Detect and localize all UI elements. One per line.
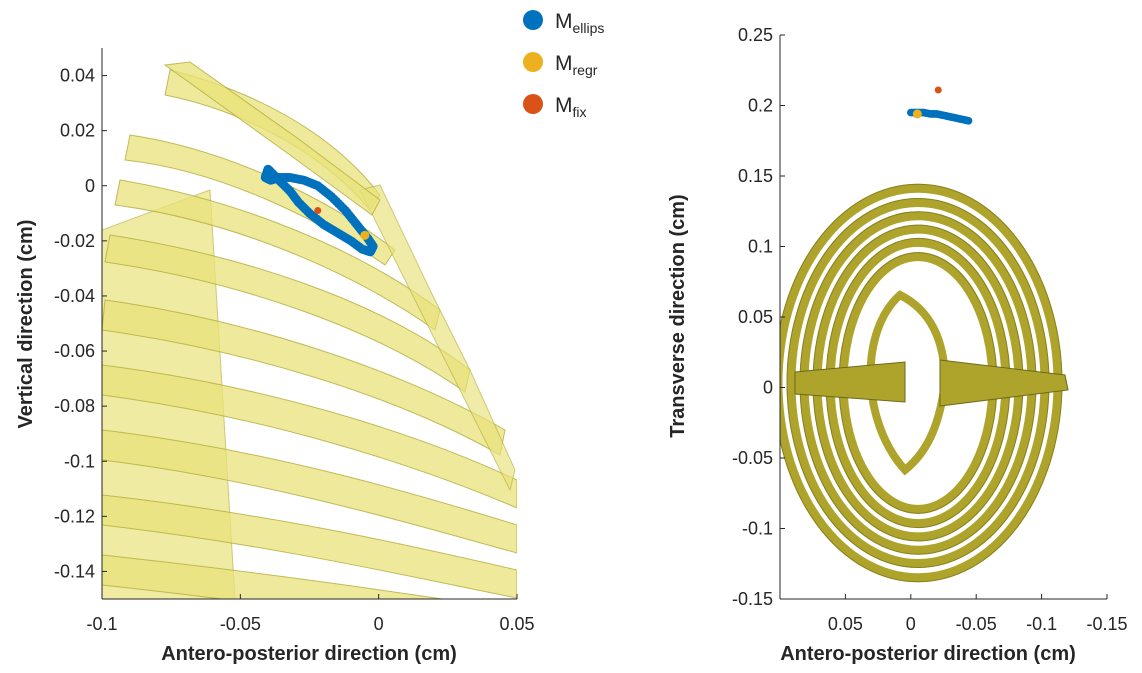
left-plot-marks <box>260 164 378 257</box>
point-regr <box>360 230 370 240</box>
left-y-tick-label: -0.14 <box>54 561 95 581</box>
right-x-tick-label: 0 <box>906 614 916 634</box>
left-y-tick-label: 0.02 <box>60 121 95 141</box>
left-y-tick-label: 0.04 <box>60 66 95 86</box>
legend-marker-fix <box>523 94 543 114</box>
right-plot-marks <box>907 86 973 125</box>
spine-top-view <box>939 359 1069 407</box>
right-y-tick-label: 0.15 <box>738 166 773 186</box>
right-y-axis-label: Transverse direction (cm) <box>667 194 689 437</box>
left-axes: -0.1 -0.05 0 0.05 0.04 0.02 0 -0.02 -0.04 -0.06 -0… <box>54 48 535 634</box>
legend-label-ellips: Mellips <box>555 10 604 36</box>
right-y-tick-label: 0.25 <box>738 25 773 45</box>
left-x-tick-label: -0.1 <box>86 614 117 634</box>
right-axes: 0.05 0 -0.05 -0.1 -0.15 0.25 0.2 0.15 0.1 0.05 0 -0… <box>732 25 1128 634</box>
left-y-tick-label: -0.08 <box>54 396 95 416</box>
point-fix <box>934 86 942 94</box>
inner-rib-shape <box>866 290 950 476</box>
left-x-axis-label: Antero-posterior direction (cm) <box>161 643 457 665</box>
left-x-tick-label: 0.05 <box>499 614 534 634</box>
legend-marker-regr <box>523 52 543 72</box>
point-ellips <box>964 116 973 125</box>
sternum-shape <box>359 184 516 492</box>
clavicle-shape <box>163 61 381 216</box>
left-x-tick-label: 0 <box>374 614 384 634</box>
right-panel: 0.05 0 -0.05 -0.1 -0.15 0.25 0.2 0.15 0.1 0.05 0 -0… <box>667 25 1128 665</box>
left-y-tick-label: -0.04 <box>54 286 95 306</box>
left-y-tick-label: -0.02 <box>54 231 95 251</box>
right-x-axis-label: Antero-posterior direction (cm) <box>780 643 1076 665</box>
point-regr <box>912 109 922 119</box>
right-y-tick-label: 0.2 <box>748 96 773 116</box>
right-y-tick-label: 0.05 <box>738 307 773 327</box>
left-y-tick-label: -0.06 <box>54 341 95 361</box>
rib-band-7 <box>102 429 517 554</box>
right-x-tick-label: -0.05 <box>956 614 997 634</box>
sternum-top-view <box>794 361 906 403</box>
rib-band-6 <box>102 364 517 509</box>
left-y-tick-label: 0 <box>85 176 95 196</box>
rib-band-8 <box>102 494 517 599</box>
point-fix <box>314 207 322 215</box>
legend-label-fix: Mfix <box>555 94 587 120</box>
left-y-tick-label: -0.12 <box>54 506 95 526</box>
rib-band-2 <box>124 134 396 266</box>
right-y-tick-label: 0 <box>763 378 773 398</box>
left-y-tick-label: -0.1 <box>64 451 95 471</box>
left-panel: -0.1 -0.05 0 0.05 0.04 0.02 0 -0.02 -0.04 -0.06 -0… <box>15 48 535 665</box>
right-y-tick-label: -0.15 <box>732 589 773 609</box>
point-ellips <box>263 165 273 175</box>
right-y-tick-label: -0.05 <box>732 448 773 468</box>
left-x-tick-label: -0.05 <box>220 614 261 634</box>
legend-marker-ellips <box>523 10 543 30</box>
rib-band-9 <box>102 554 446 599</box>
right-y-tick-label: 0.1 <box>748 237 773 257</box>
legend-label-regr: Mregr <box>555 52 598 78</box>
rib-cage-lateral-view <box>102 61 517 599</box>
right-x-tick-label: 0.05 <box>828 614 863 634</box>
legend: Mellips Mregr Mfix <box>523 10 604 120</box>
right-y-tick-label: -0.1 <box>742 519 773 539</box>
left-y-axis-label: Vertical direction (cm) <box>15 220 37 429</box>
right-x-tick-label: -0.1 <box>1026 614 1057 634</box>
right-x-tick-label: -0.15 <box>1086 614 1127 634</box>
rib-cage-top-view <box>780 183 1069 583</box>
